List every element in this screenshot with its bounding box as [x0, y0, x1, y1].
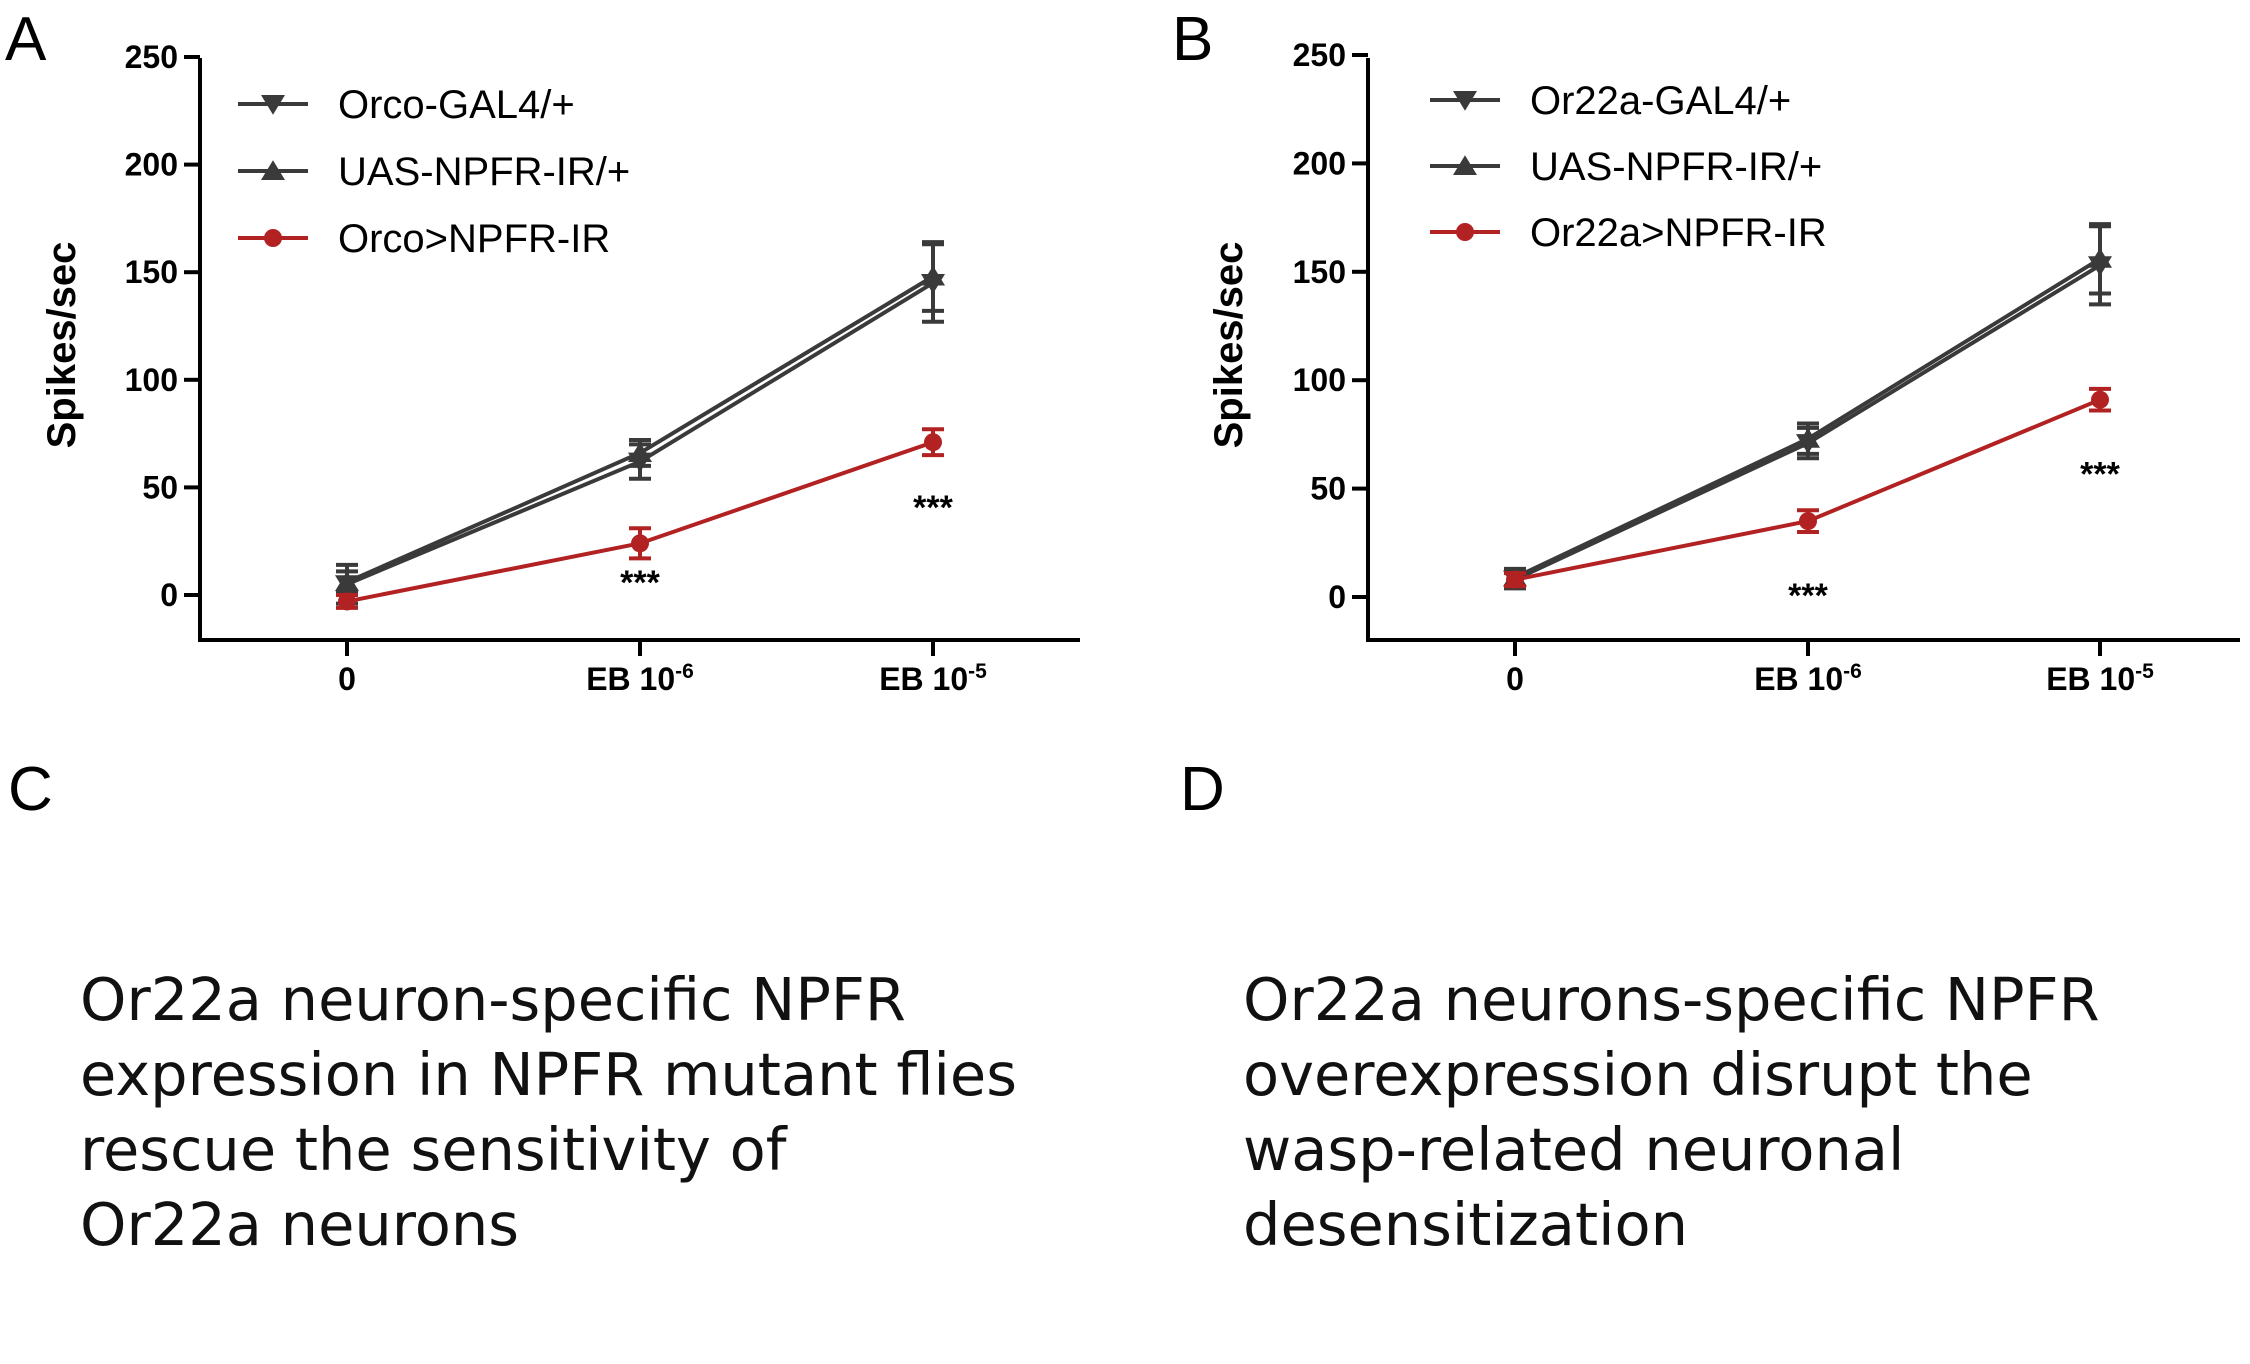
description-line: Or22a neurons-specific NPFR [1243, 965, 2100, 1034]
legend-marker [261, 95, 285, 115]
data-point [631, 534, 649, 553]
description-line: desensitization [1243, 1190, 1688, 1259]
legend-label: UAS-NPFR-IR/+ [1530, 145, 1822, 189]
data-point [2088, 247, 2112, 268]
y-tick-label: 150 [1293, 254, 1346, 290]
description-line: rescue the sensitivity of [80, 1115, 787, 1184]
panel-letter-d: D [1180, 755, 1225, 824]
y-tick-label: 150 [125, 254, 178, 290]
data-point [338, 592, 356, 611]
y-tick-label: 200 [1293, 145, 1346, 181]
panel-letter-c: C [8, 755, 53, 824]
x-tick-label-base: 0 [338, 661, 356, 697]
legend-marker [1453, 91, 1477, 111]
x-tick-label: EB 10-5 [879, 660, 987, 697]
significance-label: *** [1788, 577, 1828, 615]
y-tick-label: 0 [1328, 579, 1346, 615]
y-tick-label: 250 [125, 39, 178, 75]
y-tick-label: 50 [1310, 471, 1346, 507]
x-tick-label: 0 [1506, 661, 1524, 697]
panel-d-description: Or22a neurons-specific NPFR overexpressio… [1243, 962, 2100, 1262]
legend-label: Or22a-GAL4/+ [1530, 79, 1791, 123]
significance-label: *** [2080, 456, 2120, 494]
legend-marker [1453, 155, 1477, 175]
data-point [921, 265, 945, 286]
y-tick-label: 200 [125, 147, 178, 183]
legend-marker [264, 229, 282, 247]
significance-label: *** [913, 489, 953, 527]
data-point [1506, 570, 1524, 589]
x-tick-label-base: EB 10 [879, 661, 968, 697]
y-tick-label: 50 [142, 469, 178, 505]
x-tick-label-base: EB 10 [1754, 661, 1843, 697]
data-point [2091, 390, 2109, 409]
legend-label: Orco-GAL4/+ [338, 83, 575, 127]
x-tick-label: EB 10-6 [1754, 660, 1862, 697]
x-tick-label-exponent: -6 [675, 660, 694, 683]
x-tick-label: 0 [338, 661, 356, 697]
description-line: Or22a neuron-specific NPFR [80, 965, 906, 1034]
description-line: overexpression disrupt the [1243, 1040, 2033, 1109]
x-tick-label-base: EB 10 [586, 661, 675, 697]
x-tick-label: EB 10-5 [2046, 660, 2154, 697]
y-axis-label: Spikes/sec [1207, 242, 1251, 449]
data-point [1796, 427, 1820, 448]
legend-marker [261, 160, 285, 180]
panel-letter-a: A [5, 5, 47, 74]
legend-label: Or22a>NPFR-IR [1530, 211, 1827, 255]
y-tick-label: 0 [160, 577, 178, 613]
description-line: wasp-related neuronal [1243, 1115, 1905, 1184]
x-tick-label-base: EB 10 [2046, 661, 2135, 697]
y-axis-label: Spikes/sec [40, 242, 84, 449]
panel-c-description: Or22a neuron-specific NPFR expression in … [80, 962, 1017, 1262]
x-tick-label-exponent: -5 [968, 660, 987, 683]
x-tick-label-exponent: -5 [2135, 660, 2154, 683]
description-line: Or22a neurons [80, 1190, 519, 1259]
data-point [924, 433, 942, 452]
x-tick-label: EB 10-6 [586, 660, 694, 697]
y-tick-label: 100 [1293, 362, 1346, 398]
data-point [628, 442, 652, 462]
x-tick-label-exponent: -6 [1843, 660, 1862, 683]
significance-label: *** [620, 564, 660, 602]
data-point [1799, 512, 1817, 531]
data-point [335, 571, 359, 592]
legend-label: UAS-NPFR-IR/+ [338, 150, 630, 194]
panel-letter-b: B [1172, 5, 1213, 74]
y-tick-label: 100 [125, 362, 178, 398]
y-tick-label: 250 [1293, 37, 1346, 73]
x-tick-label-base: 0 [1506, 661, 1524, 697]
description-line: expression in NPFR mutant flies [80, 1040, 1017, 1109]
legend-label: Orco>NPFR-IR [338, 217, 610, 261]
legend-marker [1456, 223, 1474, 241]
